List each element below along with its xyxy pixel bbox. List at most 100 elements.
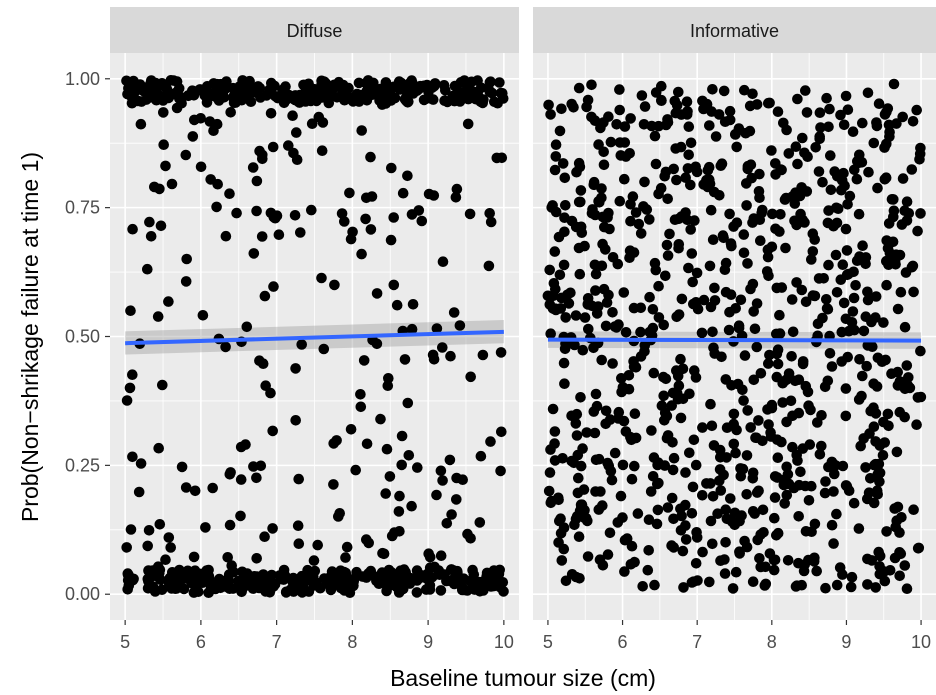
- data-point: [549, 426, 561, 437]
- data-point: [385, 234, 397, 246]
- data-point: [846, 571, 858, 583]
- data-point: [477, 349, 489, 361]
- data-point: [848, 292, 860, 304]
- data-point: [829, 166, 840, 177]
- data-point: [469, 91, 480, 103]
- data-point: [142, 540, 153, 552]
- data-point: [664, 228, 675, 240]
- data-point: [796, 284, 808, 296]
- data-point: [853, 523, 865, 534]
- data-point: [841, 480, 853, 492]
- data-point: [739, 84, 750, 96]
- data-point: [816, 410, 827, 421]
- data-point: [135, 458, 147, 469]
- data-point: [799, 217, 810, 228]
- data-point: [720, 504, 731, 515]
- data-point: [881, 138, 892, 150]
- data-point: [687, 276, 698, 288]
- data-point: [157, 379, 168, 391]
- data-point: [575, 185, 587, 196]
- data-point: [677, 545, 689, 557]
- data-point: [594, 554, 606, 565]
- data-point: [911, 104, 922, 116]
- data-point: [772, 452, 784, 464]
- data-point: [220, 575, 232, 586]
- data-point: [769, 492, 781, 503]
- data-point: [725, 493, 736, 504]
- data-point: [707, 538, 718, 550]
- data-point: [760, 561, 771, 573]
- data-point: [747, 467, 759, 479]
- data-point: [462, 118, 474, 130]
- data-point: [464, 208, 476, 220]
- data-point: [779, 498, 790, 509]
- data-point: [382, 380, 394, 392]
- data-point: [160, 160, 171, 172]
- data-point: [360, 213, 371, 225]
- data-point: [774, 309, 785, 321]
- data-point: [753, 485, 764, 497]
- data-point: [873, 546, 884, 558]
- data-point: [626, 540, 638, 552]
- data-point: [553, 537, 564, 548]
- data-point: [883, 119, 895, 131]
- data-point: [212, 178, 223, 190]
- data-point: [416, 215, 428, 227]
- data-point: [621, 533, 633, 544]
- data-point: [894, 527, 905, 538]
- data-point: [822, 217, 834, 229]
- data-point: [573, 82, 585, 94]
- data-point: [371, 288, 383, 299]
- data-point: [883, 259, 894, 271]
- data-point: [295, 227, 306, 238]
- data-point: [692, 303, 704, 315]
- data-point: [189, 114, 200, 126]
- data-point: [786, 351, 797, 362]
- data-point: [545, 109, 556, 120]
- data-point: [780, 242, 791, 254]
- data-point: [121, 395, 133, 406]
- data-point: [745, 422, 756, 433]
- data-point: [590, 486, 601, 497]
- data-point: [365, 565, 377, 577]
- data-point: [597, 238, 608, 250]
- data-point: [715, 485, 727, 496]
- data-point: [571, 408, 583, 420]
- data-point: [707, 234, 719, 245]
- data-point: [290, 415, 302, 426]
- data-point: [854, 251, 865, 262]
- data-point: [704, 576, 715, 588]
- data-point: [709, 295, 721, 306]
- strip-background-informative: [533, 7, 936, 53]
- data-point: [428, 190, 440, 201]
- data-point: [879, 109, 891, 120]
- data-point: [355, 389, 366, 400]
- data-point: [821, 92, 832, 104]
- data-point: [826, 456, 838, 468]
- data-point: [883, 218, 895, 229]
- data-point: [781, 489, 793, 501]
- data-point: [800, 85, 811, 96]
- data-point: [152, 311, 164, 322]
- data-point: [828, 538, 839, 549]
- data-point: [806, 526, 817, 537]
- data-point: [857, 117, 868, 129]
- data-point: [393, 506, 405, 517]
- data-point: [428, 354, 440, 365]
- data-point: [350, 464, 362, 476]
- data-point: [769, 512, 780, 524]
- data-point: [858, 325, 870, 337]
- data-point: [730, 303, 741, 314]
- data-point: [738, 247, 750, 259]
- data-point: [617, 512, 628, 523]
- data-point: [446, 509, 457, 520]
- data-point: [158, 107, 169, 118]
- data-point: [814, 449, 826, 460]
- data-point: [862, 493, 873, 505]
- data-point: [465, 533, 476, 544]
- data-point: [600, 320, 612, 332]
- y-tick-label: 0.25: [65, 455, 100, 475]
- data-point: [193, 574, 204, 586]
- data-point: [617, 459, 629, 471]
- data-point: [265, 207, 277, 219]
